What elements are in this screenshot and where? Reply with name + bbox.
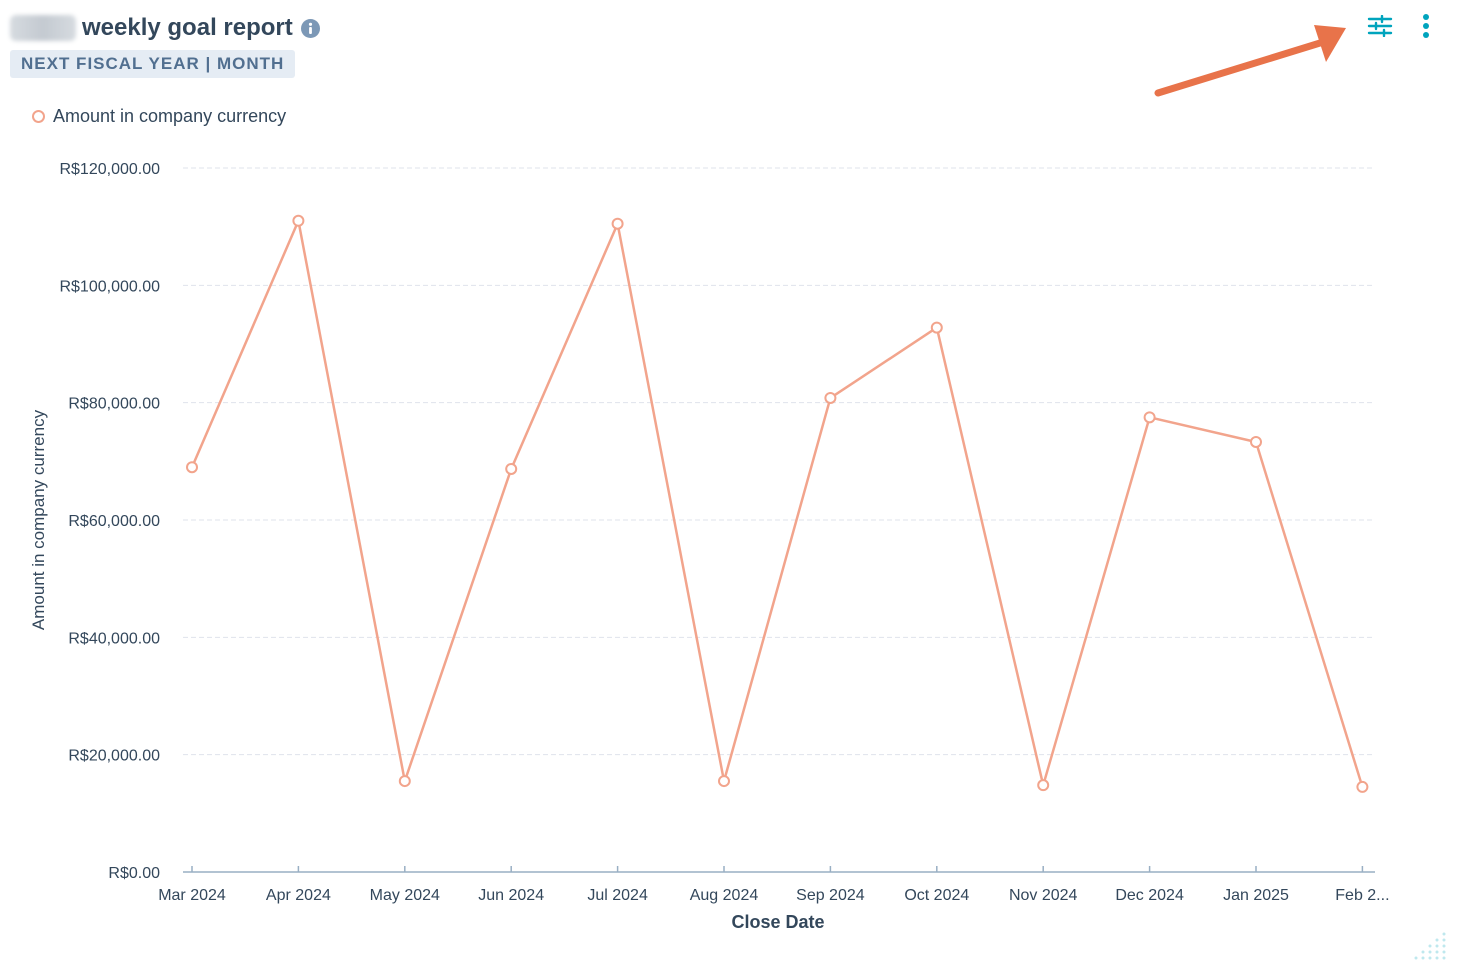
data-point[interactable] bbox=[1143, 411, 1156, 424]
series-line bbox=[190, 219, 1364, 788]
x-axis-title: Close Date bbox=[731, 912, 824, 932]
x-tick-label: Mar 2024 bbox=[158, 887, 226, 904]
resize-dot bbox=[1428, 956, 1432, 960]
resize-dot bbox=[1421, 956, 1425, 960]
resize-dot bbox=[1442, 944, 1446, 948]
y-tick-label: R$80,000.00 bbox=[68, 396, 160, 413]
sliders-icon bbox=[1367, 15, 1393, 37]
resize-dot bbox=[1435, 944, 1439, 948]
data-point[interactable] bbox=[1356, 780, 1369, 793]
x-tick-label: Feb 2... bbox=[1335, 887, 1389, 904]
title-row: weekly goal report bbox=[10, 10, 320, 46]
y-tick-label: R$0.00 bbox=[108, 865, 160, 882]
data-point[interactable] bbox=[718, 775, 730, 788]
x-tick-label: Jun 2024 bbox=[478, 887, 544, 904]
resize-handle-icon[interactable] bbox=[1412, 931, 1448, 961]
resize-dot bbox=[1435, 938, 1439, 942]
data-point[interactable] bbox=[1037, 779, 1050, 792]
x-tick-label: Nov 2024 bbox=[1009, 887, 1078, 904]
x-tick-label: May 2024 bbox=[370, 887, 440, 904]
chart-legend[interactable]: Amount in company currency bbox=[32, 106, 286, 127]
x-tick-label: Oct 2024 bbox=[904, 887, 969, 904]
resize-dot bbox=[1442, 950, 1446, 954]
x-tick-label: Jan 2025 bbox=[1223, 887, 1289, 904]
x-tick-label: Jul 2024 bbox=[587, 887, 648, 904]
x-tick-label: Apr 2024 bbox=[266, 887, 331, 904]
data-point[interactable] bbox=[1250, 435, 1262, 448]
period-tag[interactable]: NEXT FISCAL YEAR | MONTH bbox=[10, 50, 296, 78]
x-tick-label: Dec 2024 bbox=[1115, 887, 1184, 904]
y-tick-label: R$120,000.00 bbox=[59, 161, 160, 178]
legend-swatch bbox=[32, 110, 45, 123]
data-point[interactable] bbox=[505, 462, 518, 475]
resize-dot bbox=[1442, 932, 1446, 936]
resize-dot bbox=[1442, 938, 1446, 942]
redacted-name bbox=[10, 15, 76, 41]
x-tick-label: Sep 2024 bbox=[796, 887, 865, 904]
filter-button[interactable] bbox=[1364, 10, 1396, 42]
report-header: weekly goal report NEXT FISCAL YEAR | MO… bbox=[10, 10, 320, 78]
resize-dot bbox=[1421, 950, 1425, 954]
vertical-dots-icon bbox=[1423, 14, 1429, 38]
resize-dot bbox=[1435, 956, 1439, 960]
resize-dot bbox=[1414, 956, 1418, 960]
y-tick-label: R$40,000.00 bbox=[68, 630, 160, 647]
report-title: weekly goal report bbox=[82, 14, 293, 41]
data-point[interactable] bbox=[930, 321, 943, 334]
data-point[interactable] bbox=[398, 775, 411, 788]
x-tick-label: Aug 2024 bbox=[690, 887, 759, 904]
data-point[interactable] bbox=[824, 391, 837, 404]
resize-dot bbox=[1435, 950, 1439, 954]
y-tick-label: R$20,000.00 bbox=[68, 748, 160, 765]
data-point[interactable] bbox=[186, 461, 198, 474]
data-point[interactable] bbox=[611, 217, 624, 230]
resize-dot bbox=[1442, 956, 1446, 960]
resize-dot bbox=[1428, 944, 1432, 948]
y-tick-label: R$60,000.00 bbox=[68, 513, 160, 530]
more-options-button[interactable] bbox=[1410, 10, 1442, 42]
y-tick-label: R$100,000.00 bbox=[59, 278, 160, 295]
resize-dot bbox=[1428, 950, 1432, 954]
y-axis-title: Amount in company currency bbox=[29, 409, 48, 630]
info-circle-icon[interactable] bbox=[300, 18, 320, 38]
chart-toolbar bbox=[1364, 10, 1442, 42]
legend-label: Amount in company currency bbox=[53, 106, 287, 126]
data-point[interactable] bbox=[292, 214, 305, 227]
